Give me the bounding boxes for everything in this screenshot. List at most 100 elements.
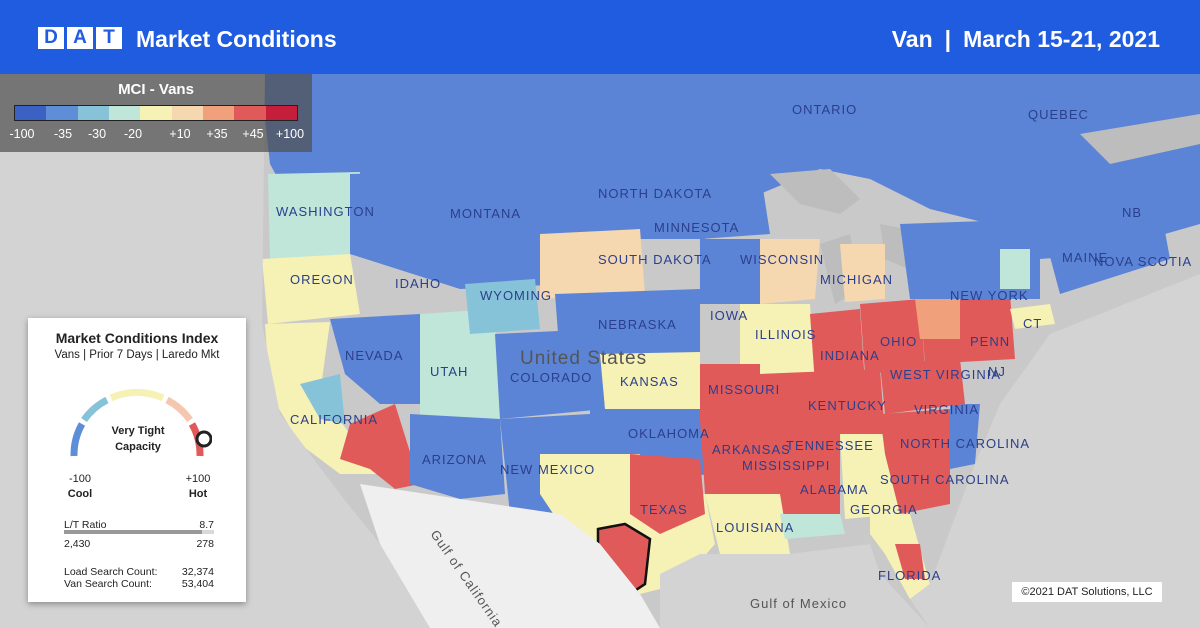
legend-swatch [234,106,266,120]
label-indiana: INDIANA [820,348,880,363]
gauge-arc [109,388,165,402]
load-search-label: Load Search Count: [64,566,158,578]
region-missouri [700,364,760,419]
gulf-of-mexico-water [660,544,930,628]
label-tennessee: TENNESSEE [786,438,874,453]
gauge-arc [165,396,193,423]
label-nebraska: NEBRASKA [598,317,677,332]
label-north-carolina: NORTH CAROLINA [900,436,1030,451]
logo-letter-t: T [96,27,122,49]
page-title: Market Conditions [136,26,337,52]
mci-panel: Market Conditions Index Vans | Prior 7 D… [28,318,246,602]
equipment-type: Van [891,26,933,52]
atlantic-ocean [910,274,1200,628]
legend-tick: +45 [242,127,264,141]
label-quebec: QUEBEC [1028,107,1089,122]
region-wyoming [465,279,540,334]
label-texas: TEXAS [640,502,688,517]
region-wisconsin [760,239,820,304]
gauge-max-value: +100 [185,473,211,485]
gauge-min-label: Cool [67,488,93,500]
label-oklahoma: OKLAHOMA [628,426,710,441]
region-california-central [300,374,345,424]
lt-ratio-label: L/T Ratio [64,519,107,531]
region-gulf-coast [780,514,845,539]
region-indiana [810,309,865,384]
region-ohio [860,299,925,374]
label-south-dakota: SOUTH DAKOTA [598,252,712,267]
region-iowa [700,239,760,304]
label-florida: FLORIDA [878,568,941,583]
panel-subtitle: Vans | Prior 7 Days | Laredo Mkt [54,349,220,361]
region-south-florida [895,544,925,579]
region-connecticut [1010,304,1055,329]
region-arizona [410,414,505,499]
region-western-penn [915,299,960,339]
legend-tick: -100 [9,127,35,141]
lt-ratio-bar [64,530,214,534]
label-missouri: MISSOURI [708,382,780,397]
label-nb: NB [1122,205,1142,220]
header-bar: D A T Market Conditions Van | March 15-21,… [0,0,1200,74]
mci-gauge [70,388,212,457]
region-nebraska [555,289,700,359]
label-minnesota: MINNESOTA [654,220,739,235]
legend-ticks: -100 -35 -30 -20 +10 +35 +45 +100 [0,127,312,143]
header-period: Van | March 15-21, 2021 [892,26,1160,53]
region-utah [420,309,500,424]
legend-tick: -30 [87,127,107,141]
label-nj: NJ [988,364,1006,379]
label-nevada: NEVADA [345,348,404,363]
gauge-min-value: -100 [68,473,92,485]
label-penn: PENN [970,334,1010,349]
legend-swatch [140,106,172,120]
label-kansas: KANSAS [620,374,679,389]
region-new-england [1040,204,1170,294]
label-california: CALIFORNIA [290,412,378,427]
legend-swatch [46,106,78,120]
region-kansas [600,352,700,409]
gauge-arc [81,396,109,423]
legend-swatch [265,106,297,120]
trucks-value: 278 [196,538,214,550]
region-oregon [262,254,360,324]
label-ct: CT [1023,316,1042,331]
legend-swatch [15,106,47,120]
lt-ratio-bar-fill [64,530,202,534]
label-maine: MAINE [1062,250,1108,265]
label-south-carolina: SOUTH CAROLINA [880,472,1010,487]
logo-letter-d: D [38,27,64,49]
label-alabama: ALABAMA [800,482,868,497]
region-georgia-carolina [880,409,950,514]
legend-color-scale [14,105,298,121]
legend-tick: +100 [275,127,305,141]
legend-tick: -20 [123,127,143,141]
gauge-max-label: Hot [188,488,208,500]
gauge-label-line1: Very Tight [111,425,165,437]
loads-value: 2,430 [64,538,91,550]
label-montana: MONTANA [450,206,521,221]
label-georgia: GEORGIA [850,502,918,517]
region-southern-california [340,404,420,489]
region-texas [540,454,715,594]
label-colorado: COLORADO [510,370,592,385]
region-alabama [840,434,900,519]
label-idaho: IDAHO [395,276,441,291]
copyright-notice: ©2021 DAT Solutions, LLC [1012,582,1162,602]
label-illinois: ILLINOIS [755,327,816,342]
region-nevada [330,314,420,404]
gauge-label-line2: Capacity [115,441,161,453]
van-search-label: Van Search Count: [64,578,152,590]
header-separator: | [944,26,952,52]
legend-swatch [171,106,203,120]
region-mexico [360,484,660,628]
lake-superior [770,169,860,214]
gauge-indicator [195,430,212,448]
region-mississippi [780,434,840,514]
logo-letter-a: A [67,27,93,49]
legend-tick: -35 [53,127,73,141]
label-west-virginia: WEST VIRGINIA [890,367,1001,382]
legend-swatch [202,106,235,120]
dat-logo: D A T [38,27,122,49]
panel-title: Market Conditions Index [55,330,219,346]
